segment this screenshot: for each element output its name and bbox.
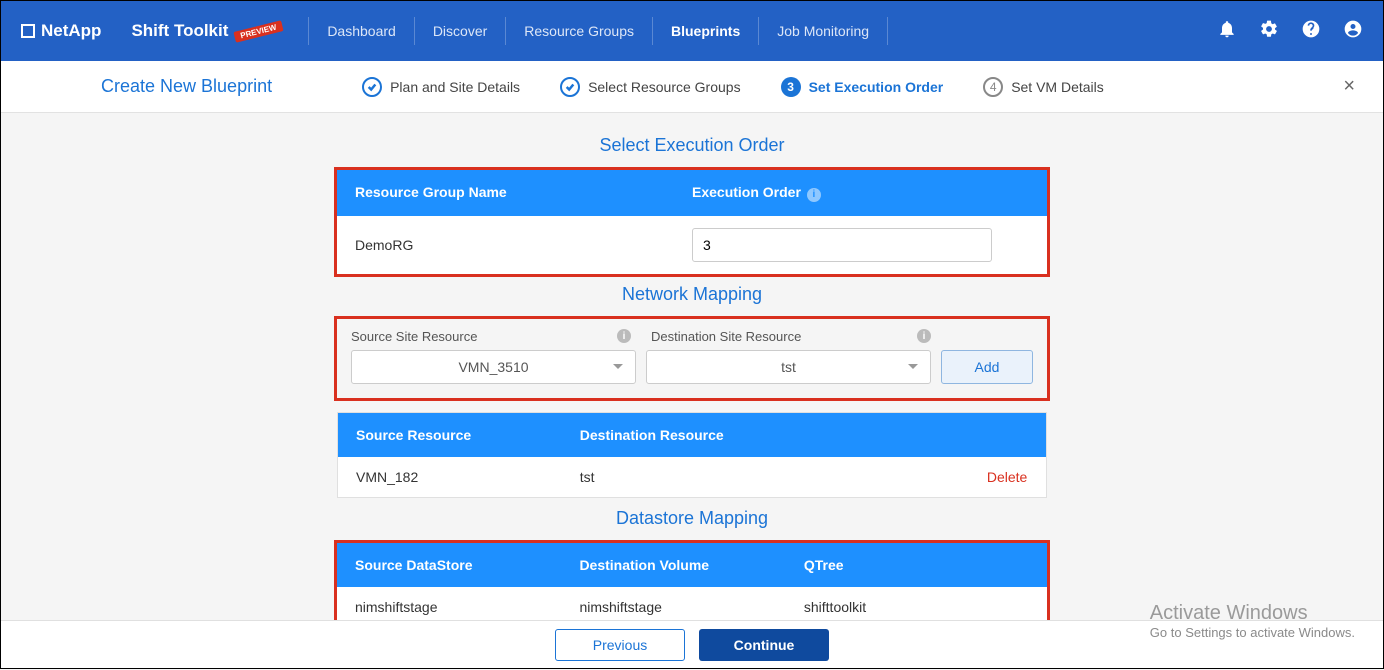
- src-resource-label: Source Site Resource: [351, 329, 477, 344]
- dst-resource-select[interactable]: tst: [646, 350, 931, 384]
- src-resource-cell: VMN_182: [356, 469, 580, 485]
- main-nav: DashboardDiscoverResource GroupsBlueprin…: [308, 17, 888, 45]
- step-set-vm-details[interactable]: 4Set VM Details: [983, 77, 1104, 97]
- dst-volume-cell: nimshiftstage: [579, 599, 803, 615]
- preview-badge: PREVIEW: [234, 20, 284, 43]
- info-icon[interactable]: i: [617, 329, 631, 343]
- help-icon[interactable]: [1301, 19, 1321, 44]
- network-mapping-panel: Source Site Resource i Destination Site R…: [337, 319, 1047, 398]
- col-dst-volume: Destination Volume: [579, 557, 803, 573]
- footer-bar: Previous Continue: [1, 620, 1383, 668]
- network-mapping-title: Network Mapping: [1, 284, 1383, 305]
- exec-order-input[interactable]: [692, 228, 992, 262]
- rg-name-cell: DemoRG: [355, 237, 692, 253]
- step-select-resource-groups[interactable]: Select Resource Groups: [560, 77, 741, 97]
- info-icon[interactable]: i: [917, 329, 931, 343]
- netapp-icon: [21, 24, 35, 38]
- col-exec-order: Execution Orderi: [692, 184, 1029, 202]
- datastore-mapping-title: Datastore Mapping: [1, 508, 1383, 529]
- step-set-execution-order[interactable]: 3Set Execution Order: [781, 77, 944, 97]
- nav-item-resource-groups[interactable]: Resource Groups: [505, 17, 652, 45]
- col-dst-resource: Destination Resource: [580, 427, 804, 443]
- add-button[interactable]: Add: [941, 350, 1033, 384]
- page-title: Create New Blueprint: [101, 76, 272, 97]
- src-resource-select[interactable]: VMN_3510: [351, 350, 636, 384]
- dst-resource-label: Destination Site Resource: [651, 329, 801, 344]
- col-src-datastore: Source DataStore: [355, 557, 579, 573]
- info-icon[interactable]: i: [807, 188, 821, 202]
- exec-order-title: Select Execution Order: [1, 135, 1383, 156]
- delete-link[interactable]: Delete: [987, 469, 1027, 485]
- dst-resource-cell: tst: [580, 469, 804, 485]
- gear-icon[interactable]: [1259, 19, 1279, 44]
- network-mapping-table: Source Resource Destination Resource VMN…: [337, 412, 1047, 498]
- exec-order-panel: Resource Group Name Execution Orderi Dem…: [337, 170, 1047, 274]
- content-area: Select Execution Order Resource Group Na…: [1, 113, 1383, 670]
- nav-item-job-monitoring[interactable]: Job Monitoring: [758, 17, 888, 45]
- nav-item-discover[interactable]: Discover: [414, 17, 505, 45]
- qtree-cell: shifttoolkit: [804, 599, 1028, 615]
- bell-icon[interactable]: [1217, 19, 1237, 44]
- brand-logo: NetApp: [21, 21, 101, 41]
- nav-item-dashboard[interactable]: Dashboard: [308, 17, 414, 45]
- close-icon[interactable]: ×: [1343, 75, 1355, 98]
- product-name: Shift Toolkit PREVIEW: [131, 21, 283, 41]
- brand-text: NetApp: [41, 21, 101, 41]
- col-qtree: QTree: [804, 557, 1028, 573]
- top-bar: NetApp Shift Toolkit PREVIEW DashboardDi…: [1, 1, 1383, 61]
- step-plan-and-site-details[interactable]: Plan and Site Details: [362, 77, 520, 97]
- nav-item-blueprints[interactable]: Blueprints: [652, 17, 758, 45]
- wizard-steps: Plan and Site Details Select Resource Gro…: [362, 77, 1104, 97]
- col-rg-name: Resource Group Name: [355, 184, 692, 202]
- wizard-header: Create New Blueprint Plan and Site Detai…: [1, 61, 1383, 113]
- table-row: VMN_182 tst Delete: [338, 457, 1046, 497]
- continue-button[interactable]: Continue: [699, 629, 829, 661]
- user-icon[interactable]: [1343, 19, 1363, 44]
- datastore-mapping-panel: Source DataStore Destination Volume QTre…: [337, 543, 1047, 627]
- previous-button[interactable]: Previous: [555, 629, 685, 661]
- col-src-resource: Source Resource: [356, 427, 580, 443]
- src-datastore-cell: nimshiftstage: [355, 599, 579, 615]
